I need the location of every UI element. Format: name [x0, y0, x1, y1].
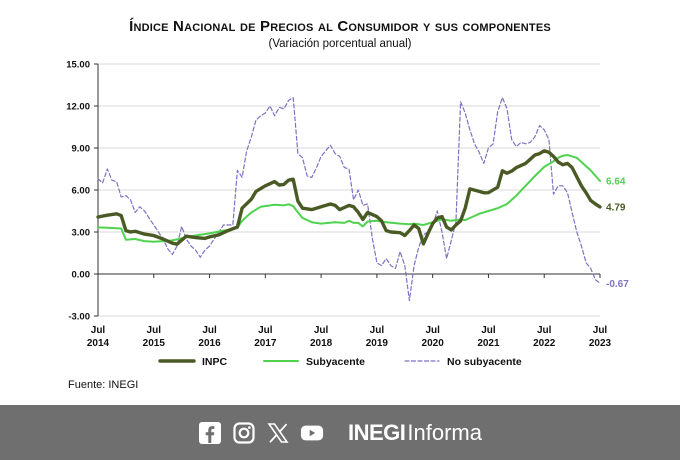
legend-label: No subyacente: [447, 356, 522, 368]
legend-label: INPC: [202, 356, 228, 368]
instagram-icon[interactable]: [232, 421, 256, 444]
x-tick-label-month: Jul: [314, 325, 329, 336]
y-tick-label: 9.00: [72, 144, 91, 155]
x-tick-label-year: 2017: [254, 338, 277, 349]
y-tick-label: 6.00: [72, 186, 91, 197]
y-tick-label: 15.00: [66, 60, 90, 71]
brand-bold: INEGI: [348, 419, 406, 445]
y-tick-label: 3.00: [72, 228, 91, 239]
y-axis: 15.00 12.00 9.00 6.00 3.00 0.00 -3.00: [66, 60, 99, 323]
series-lines: [96, 97, 602, 302]
inegi-informa-logo: INEGI Informa: [348, 420, 482, 446]
x-tick-label-year: 2018: [310, 338, 333, 349]
y-tick-label: 0.00: [72, 270, 91, 281]
x-tick-label-year: 2016: [198, 338, 221, 349]
x-tick-label-month: Jul: [593, 325, 608, 336]
source-note: Fuente: INEGI: [68, 379, 139, 391]
x-icon[interactable]: [266, 422, 290, 444]
x-tick-label-year: 2021: [477, 338, 500, 349]
x-tick-label-month: Jul: [425, 325, 440, 336]
x-tick-label-year: 2020: [422, 338, 445, 349]
legend: INPC Subyacente No subyacente: [158, 356, 522, 368]
x-tick-label-year: 2023: [589, 338, 612, 349]
x-axis: Jul 2014 Jul 2015 Jul 2016 Jul 2017 Jul 2018 Jul 20…: [87, 273, 612, 349]
x-tick-label-year: 2015: [143, 338, 166, 349]
x-tick-label-month: Jul: [202, 325, 217, 336]
x-tick-label-year: 2019: [366, 338, 389, 349]
legend-label: Subyacente: [306, 356, 365, 368]
series-line-no-subyacente: [97, 97, 601, 302]
chart-subtitle: (Variación porcentual anual): [268, 38, 412, 50]
end-label-subyacente: 6.64: [606, 177, 626, 188]
x-tick-label-year: 2022: [533, 338, 556, 349]
gridlines: [98, 63, 600, 317]
x-tick-label-month: Jul: [258, 325, 273, 336]
facebook-icon[interactable]: [198, 421, 222, 444]
x-tick-label-year: 2014: [87, 338, 110, 349]
x-tick-label-month: Jul: [370, 325, 385, 336]
end-label-no-subyacente: -0.67: [606, 279, 629, 290]
x-tick-label-month: Jul: [91, 325, 106, 336]
youtube-icon[interactable]: [300, 422, 324, 444]
y-tick-label: 12.00: [66, 102, 90, 113]
brand-light: Informa: [407, 419, 482, 445]
series-line-subyacente: [97, 154, 601, 243]
x-tick-label-month: Jul: [481, 325, 496, 336]
x-tick-label-month: Jul: [147, 325, 162, 336]
footer-bar: INEGI Informa: [0, 405, 680, 460]
series-line-inpc: [96, 149, 602, 246]
end-labels: -0.67 6.64 4.79: [606, 177, 629, 290]
x-tick-label-month: Jul: [537, 325, 552, 336]
y-tick-label: -3.00: [68, 312, 90, 323]
end-label-inpc: 4.79: [606, 202, 626, 213]
chart-title: Índice Nacional de Precios al Consumidor…: [129, 18, 551, 35]
